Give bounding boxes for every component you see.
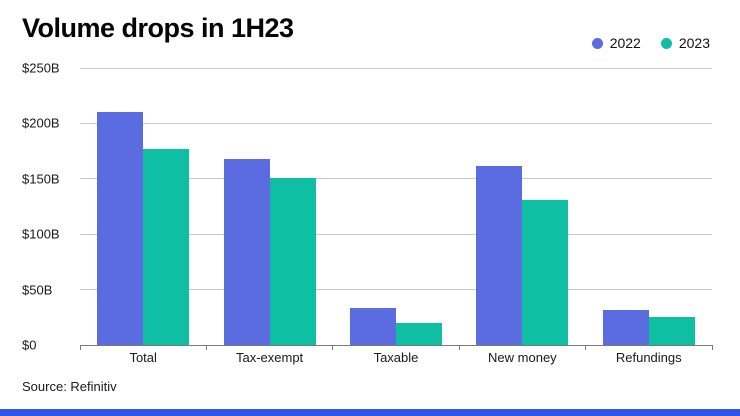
- legend-dot-icon: [660, 37, 672, 49]
- x-axis-labels: Total Tax-exempt Taxable New money Refunding…: [80, 350, 712, 365]
- bar-2022-total: [97, 112, 144, 345]
- gridline: [80, 289, 712, 291]
- bar-2023-taxable: [395, 322, 442, 345]
- bar-groups: [80, 68, 712, 345]
- legend-label: 2023: [678, 35, 710, 51]
- legend-item-2022: 2022: [591, 35, 641, 51]
- gridline: [80, 67, 712, 69]
- bar-group-taxable: [349, 68, 442, 345]
- x-category-label: Refundings: [615, 350, 682, 365]
- bar-chart: $250B $200B $150B $100B $50B $0: [22, 61, 713, 353]
- bar-group-tax-exempt: [223, 68, 316, 345]
- plot-area: [79, 67, 713, 350]
- chart-title: Volume drops in 1H23: [22, 13, 294, 43]
- legend-label: 2022: [609, 35, 641, 51]
- axis-tick: [458, 345, 460, 350]
- y-tick-label: $250B: [22, 60, 60, 76]
- y-tick-label: $150B: [22, 171, 60, 187]
- bar-group-new-money: [476, 68, 569, 345]
- x-category-label: New money: [488, 350, 557, 365]
- legend-item-2023: 2023: [660, 35, 710, 51]
- source-note: Source: Refinitiv: [22, 379, 117, 394]
- axis-tick: [332, 345, 334, 350]
- axis-tick: [79, 345, 81, 350]
- bar-2022-tax-exempt: [223, 158, 270, 345]
- gridline: [80, 122, 712, 124]
- bar-2023-total: [143, 148, 190, 345]
- bar-2022-refundings: [602, 309, 649, 345]
- bar-2022-new-money: [476, 165, 523, 345]
- legend-dot-icon: [591, 37, 603, 49]
- y-tick-label: $200B: [22, 115, 60, 131]
- y-axis-labels: $250B $200B $150B $100B $50B $0: [22, 61, 80, 353]
- axis-tick: [585, 345, 587, 350]
- y-tick-label: $50B: [22, 282, 53, 298]
- axis-tick: [205, 345, 207, 350]
- gridline: [80, 178, 712, 180]
- bar-group-refundings: [602, 68, 695, 345]
- bar-2023-refundings: [648, 317, 695, 345]
- bar-2023-new-money: [522, 199, 569, 345]
- x-category-label: Taxable: [373, 350, 419, 365]
- x-axis-baseline: [80, 344, 712, 346]
- x-category-label: Tax-exempt: [235, 350, 304, 365]
- chart-header: Volume drops in 1H23 2022 2023: [0, 0, 740, 51]
- y-tick-label: $0: [22, 337, 37, 353]
- legend: 2022 2023: [591, 35, 710, 51]
- bottom-accent-bar: [0, 409, 740, 416]
- bar-2022-taxable: [349, 308, 396, 345]
- gridline: [80, 233, 712, 235]
- axis-tick: [711, 345, 713, 350]
- bar-2023-tax-exempt: [269, 177, 316, 345]
- y-tick-label: $100B: [22, 226, 60, 242]
- x-category-label: Total: [129, 350, 157, 365]
- bar-group-total: [97, 68, 190, 345]
